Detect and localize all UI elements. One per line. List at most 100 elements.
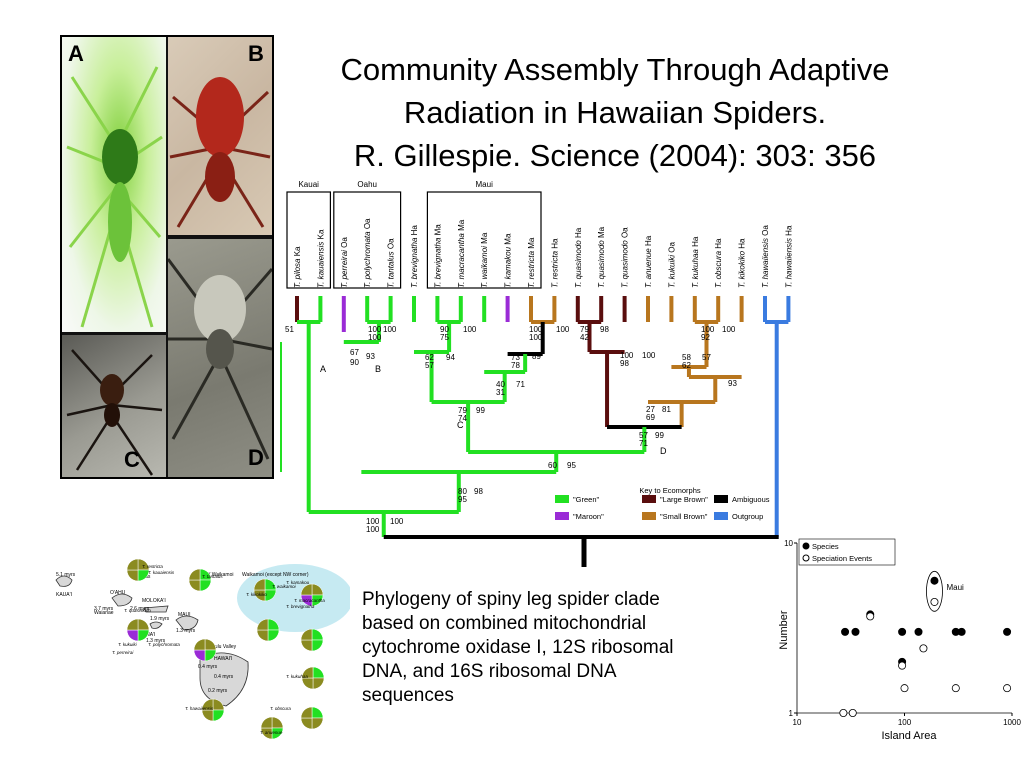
pie-slice [300, 706, 313, 719]
pie-slice [193, 638, 206, 651]
legend-label: Species [812, 542, 839, 551]
photo-label-b: B [248, 41, 264, 66]
pie-slice [212, 709, 225, 722]
pie-slice [300, 583, 313, 596]
support-value: 80 [458, 487, 467, 496]
support-value: 62 [682, 361, 691, 370]
key-label: "Green" [573, 495, 600, 504]
taxon-label: T. restricta Ha [550, 238, 559, 288]
taxon-label: T. kikokiko Ha [738, 238, 747, 288]
island-group-box [286, 191, 332, 289]
island-group-label: Kauai [298, 180, 319, 189]
key-label: "Small Brown" [660, 512, 708, 521]
support-value: 67 [350, 348, 359, 357]
ecomorph-key: Key to Ecomorphs "Green" "Large Brown" Ambi… [555, 486, 770, 521]
support-value: 79 [458, 406, 467, 415]
speciation-point [839, 708, 848, 717]
speciation-point [900, 684, 909, 693]
support-value: 62 [425, 353, 434, 362]
pie-slice [300, 639, 313, 652]
taxon-label: T. kamakou Ma [504, 233, 513, 288]
taxon-label: T. hawaiiensis Ha [784, 225, 793, 288]
pie-slice [312, 677, 325, 690]
age-label: 2.6 myrs [130, 606, 150, 612]
pie-slice [301, 666, 314, 679]
support-value: 94 [446, 353, 455, 362]
support-value: 90 [350, 358, 359, 367]
support-value: 92 [701, 333, 710, 342]
support-value: 100 [556, 325, 570, 334]
taxon-label: T. restricta Ma [527, 237, 536, 288]
tree-root-stub [581, 536, 587, 567]
pie-slice [267, 629, 280, 642]
island-hawaii [199, 652, 249, 707]
taxon-label: T. obscura Ha [714, 238, 723, 288]
speciation-point [1003, 684, 1012, 693]
pie-slice [188, 579, 201, 592]
photo-label-a: A [68, 41, 84, 66]
pie-slice [271, 716, 284, 729]
age-label: 1.3 myrs [176, 628, 196, 634]
pie-slice [312, 666, 325, 679]
species-label: T. kukuiki [118, 642, 138, 647]
pie-slice [126, 629, 139, 642]
species-label: T. tantalus [202, 574, 223, 579]
species-label: T. quasimodo [124, 608, 151, 613]
clade-label: B [375, 364, 381, 374]
pie-slice [311, 639, 324, 652]
spider-photo-d: D [168, 239, 272, 477]
support-value: 98 [474, 487, 483, 496]
support-value: 100 [642, 351, 656, 360]
island-molokai [143, 605, 169, 613]
age-label: 0.4 myrs [198, 664, 218, 670]
legend-marker-species [802, 542, 810, 550]
species-label: T. obscura [270, 706, 291, 711]
speciation-point [848, 708, 857, 717]
x-tick-label: 1000 [1003, 718, 1021, 727]
tree-branches [280, 296, 791, 539]
support-value: 93 [366, 352, 375, 361]
clade-label: A [320, 364, 326, 374]
support-value: 100 [620, 351, 634, 360]
support-value: 99 [476, 406, 485, 415]
figure-caption: Phylogeny of spiny leg spider clade base… [362, 589, 674, 706]
island-group-boxes: Kauai Oahu Maui [286, 180, 542, 289]
support-value: 60 [548, 461, 557, 470]
pie-slice [193, 649, 206, 662]
support-value: 100 [390, 517, 404, 526]
pie-slice [126, 569, 139, 582]
support-value: 100 [366, 525, 380, 534]
taxon-label: T. kukuiki Oa [667, 241, 676, 288]
photo-label-d: D [248, 445, 264, 470]
support-value: 98 [600, 325, 609, 334]
pie-slice [126, 618, 139, 631]
species-label: T. kikokiko [246, 592, 267, 597]
pie-slice [256, 618, 269, 631]
species-point [851, 627, 860, 636]
taxon-labels: T. pilosa Ka T. kauaiensis Ka T. perreirai… [293, 218, 793, 288]
speciation-point [866, 612, 875, 621]
support-value: 100 [368, 325, 382, 334]
x-axis-label: Island Area [881, 730, 937, 742]
clade-label: D [660, 446, 667, 456]
pie-slice [204, 638, 217, 651]
phylogeny-tree: Kauai Oahu Maui T. pilosa Ka T. kauaiensis … [280, 180, 793, 539]
pie-slice [126, 558, 139, 571]
species-label: T. kamakou [286, 580, 310, 585]
speciation-point [951, 684, 960, 693]
pie-slice [199, 579, 212, 592]
support-value: 95 [458, 495, 467, 504]
island-lanai [149, 621, 163, 629]
support-value: 74 [458, 414, 467, 423]
y-tick-label: 1 [789, 709, 794, 718]
support-value: 93 [728, 379, 737, 388]
pie-slice [201, 709, 214, 722]
support-value: 99 [655, 431, 664, 440]
legend-marker-speciation [802, 554, 810, 562]
maui-annotation-ellipse [926, 570, 943, 612]
spider-photo-panel: A B D [60, 35, 274, 479]
support-values: 5167909310010010062579490751007378891001… [285, 325, 737, 534]
clade-labels: A B C D [320, 364, 667, 456]
support-value: 27 [646, 405, 655, 414]
